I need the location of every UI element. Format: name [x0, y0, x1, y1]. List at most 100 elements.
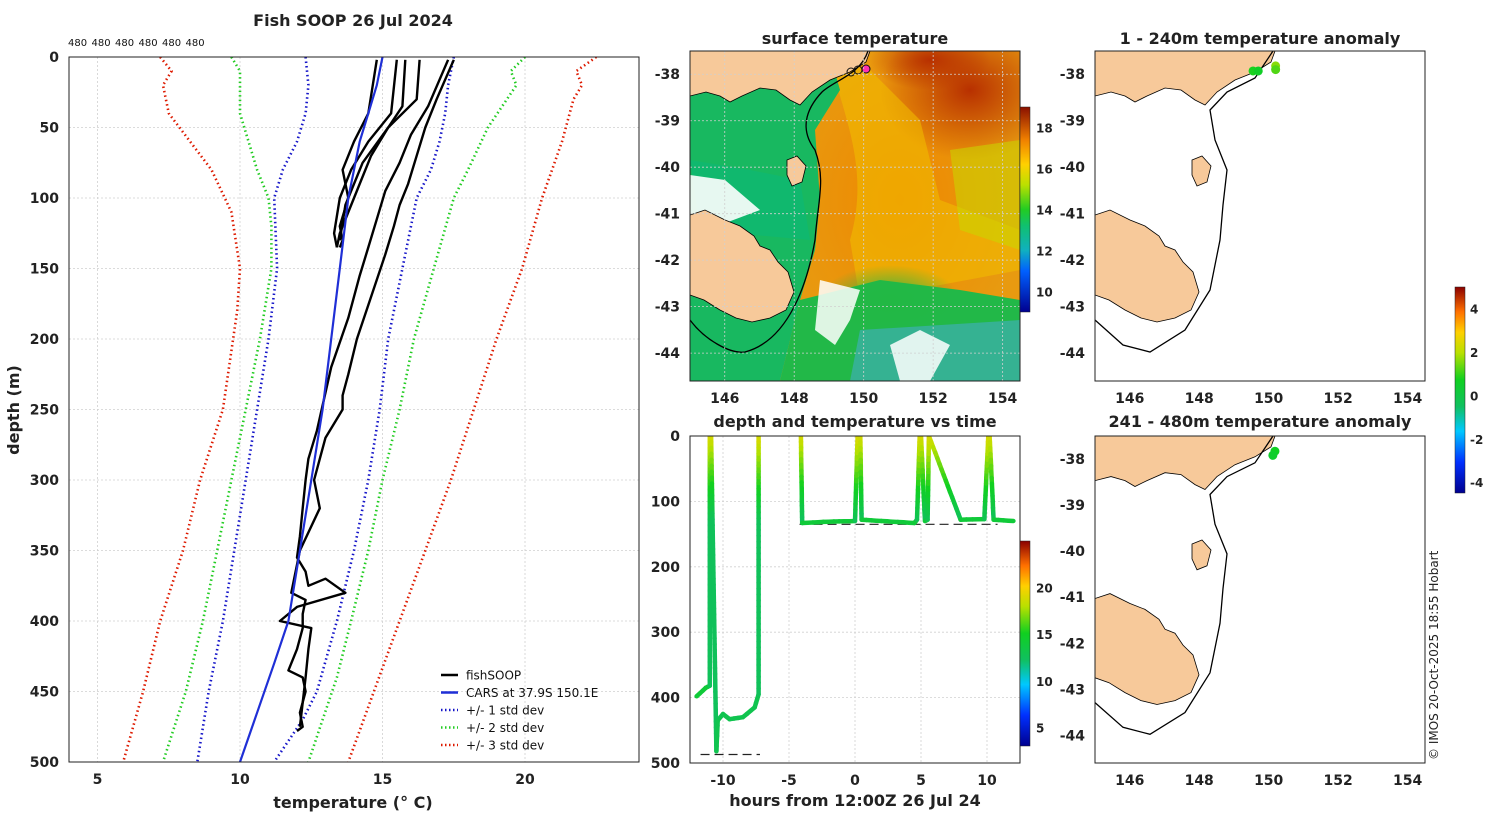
std-band-right-line [347, 57, 598, 762]
depth-time-colorbar [1019, 540, 1031, 747]
anom-lower-ytick-label: -43 [1060, 682, 1085, 698]
anom-lower-content [1095, 436, 1425, 763]
depth-time-ytick-label: 200 [651, 560, 680, 576]
sst-ytick-label: -43 [655, 300, 680, 316]
anom-lower-xtick-label: 148 [1185, 773, 1214, 789]
depth-time-colorbar-label: 5 [1036, 721, 1044, 735]
fish-profile-line [338, 59, 421, 241]
sst-ytick-label: -38 [655, 67, 680, 83]
sst-colorbar-label: 10 [1036, 286, 1053, 300]
sst-colorbar-ticks: 10 12 14 16 18 [1036, 122, 1053, 300]
sst-ytick-label: -42 [655, 253, 680, 269]
sst-xtick-label: 146 [710, 391, 739, 407]
anom-lower-title: 241 - 480m temperature anomaly [1109, 412, 1412, 431]
depth-time-ytick-label: 400 [651, 691, 680, 707]
depth-time-colorbar-label: 15 [1036, 628, 1053, 642]
anom-upper-xtick-label: 154 [1393, 391, 1422, 407]
profile-title: Fish SOOP 26 Jul 2024 [253, 11, 453, 30]
top-depth-label: 480 [115, 38, 134, 49]
anom-upper-tasmania [1095, 209, 1200, 323]
anom-lower-ytick-label: -41 [1060, 590, 1085, 606]
anom-lower-anomaly-point [1268, 450, 1278, 460]
anomaly-colorbar-label: 0 [1470, 389, 1478, 403]
depth-time-xtick-label: 0 [850, 773, 860, 789]
anom-upper-title: 1 - 240m temperature anomaly [1120, 29, 1401, 48]
legend-label: fishSOOP [466, 669, 521, 683]
depth-time-ytick-label: 100 [651, 494, 680, 510]
anomaly-colorbar [1454, 286, 1466, 494]
depth-time-ytick-label: 500 [651, 756, 680, 772]
anom-upper-xtick-label: 148 [1185, 391, 1214, 407]
anom-lower-xtick-label: 146 [1115, 773, 1144, 789]
depth-time-xtick-label: 10 [977, 773, 997, 789]
anom-lower-tasmania [1095, 593, 1200, 705]
sst-title: surface temperature [762, 29, 949, 48]
sst-ticks: 146 148 150 152 154 -38 -39 -40 -41 -42 -43 -44 [655, 67, 1018, 407]
anomaly-colorbar-label: -2 [1470, 433, 1483, 447]
sst-map-panel: surface temperature [655, 29, 1053, 407]
profile-series [121, 57, 598, 762]
profile-ytick-label: 450 [30, 685, 59, 701]
anom-upper-panel: 1 - 240m temperature anomaly 146 148 150 15… [1060, 29, 1426, 407]
anom-upper-flinders-island [1191, 155, 1212, 187]
sst-xtick-label: 154 [988, 391, 1017, 407]
anom-upper-xtick-label: 146 [1115, 391, 1144, 407]
legend-label: +/- 2 std dev [466, 721, 544, 735]
anom-upper-ytick-label: -40 [1060, 160, 1086, 176]
fish-profile-line [332, 59, 398, 248]
profile-ylabel: depth (m) [4, 365, 23, 455]
anom-upper-ytick-label: -38 [1060, 67, 1085, 83]
anom-upper-anomaly-point [1253, 66, 1263, 76]
profile-frame [68, 56, 640, 763]
anomaly-colorbar-group: -4 -2 0 2 4 [1454, 286, 1483, 494]
depth-time-colorbar-label: 10 [1036, 675, 1053, 689]
sst-xtick-label: 148 [780, 391, 809, 407]
anom-lower-panel: 241 - 480m temperature anomaly 146 148 150… [1060, 412, 1426, 789]
profile-xtick-label: 5 [93, 772, 103, 788]
depth-time-colorbar-label: 20 [1036, 582, 1053, 596]
depth-time-xtick-label: -10 [710, 773, 736, 789]
anom-upper-shelf-contour [1095, 51, 1274, 353]
depth-time-ytick-label: 300 [651, 625, 680, 641]
depth-time-panel: depth and temperature vs time -10 -5 0 5 100… [651, 412, 1053, 810]
sst-colorbar-label: 16 [1036, 163, 1053, 177]
legend-label: CARS at 37.9S 150.1E [466, 686, 598, 700]
sst-colorbar-label: 14 [1036, 204, 1053, 218]
profile-ytick-label: 500 [30, 755, 59, 771]
profile-ytick-label: 350 [30, 544, 59, 560]
top-depth-label: 480 [139, 38, 158, 49]
anom-upper-ytick-label: -39 [1060, 114, 1085, 130]
anom-lower-ytick-label: -44 [1060, 728, 1086, 744]
anom-lower-ytick-label: -42 [1060, 636, 1085, 652]
anom-lower-ytick-label: -38 [1060, 452, 1085, 468]
sst-colorbar [1019, 106, 1031, 313]
profile-ytick-label: 400 [30, 614, 59, 630]
depth-time-xlabel: hours from 12:00Z 26 Jul 24 [729, 791, 980, 810]
sst-xtick-label: 150 [849, 391, 878, 407]
profile-ytick-label: 150 [30, 262, 59, 278]
anom-upper-anomaly-point [1271, 65, 1281, 75]
std-band-left-line [196, 57, 310, 762]
std-band-right-line [273, 57, 456, 762]
anom-lower-flinders-island [1191, 539, 1212, 571]
profile-ytick-label: 50 [40, 121, 60, 137]
sst-ytick-label: -41 [655, 207, 680, 223]
top-depth-label: 480 [186, 38, 205, 49]
top-depth-label: 480 [92, 38, 111, 49]
anom-upper-frame [1094, 50, 1426, 382]
profile-ytick-label: 100 [30, 191, 59, 207]
depth-time-xtick-label: 5 [916, 773, 926, 789]
depth-time-ytick-label: 0 [670, 429, 680, 445]
sst-ytick-label: -40 [655, 160, 681, 176]
profile-xlabel: temperature (° C) [273, 793, 432, 812]
anom-upper-ocean [1095, 51, 1425, 381]
anomaly-colorbar-label: 4 [1470, 303, 1478, 317]
anom-lower-frame [1094, 435, 1426, 764]
legend-label: +/- 3 std dev [466, 739, 544, 753]
anom-upper-content [1095, 51, 1425, 381]
anom-lower-ytick-label: -39 [1060, 498, 1085, 514]
sst-ytick-label: -39 [655, 114, 680, 130]
depth-time-title: depth and temperature vs time [713, 412, 996, 431]
